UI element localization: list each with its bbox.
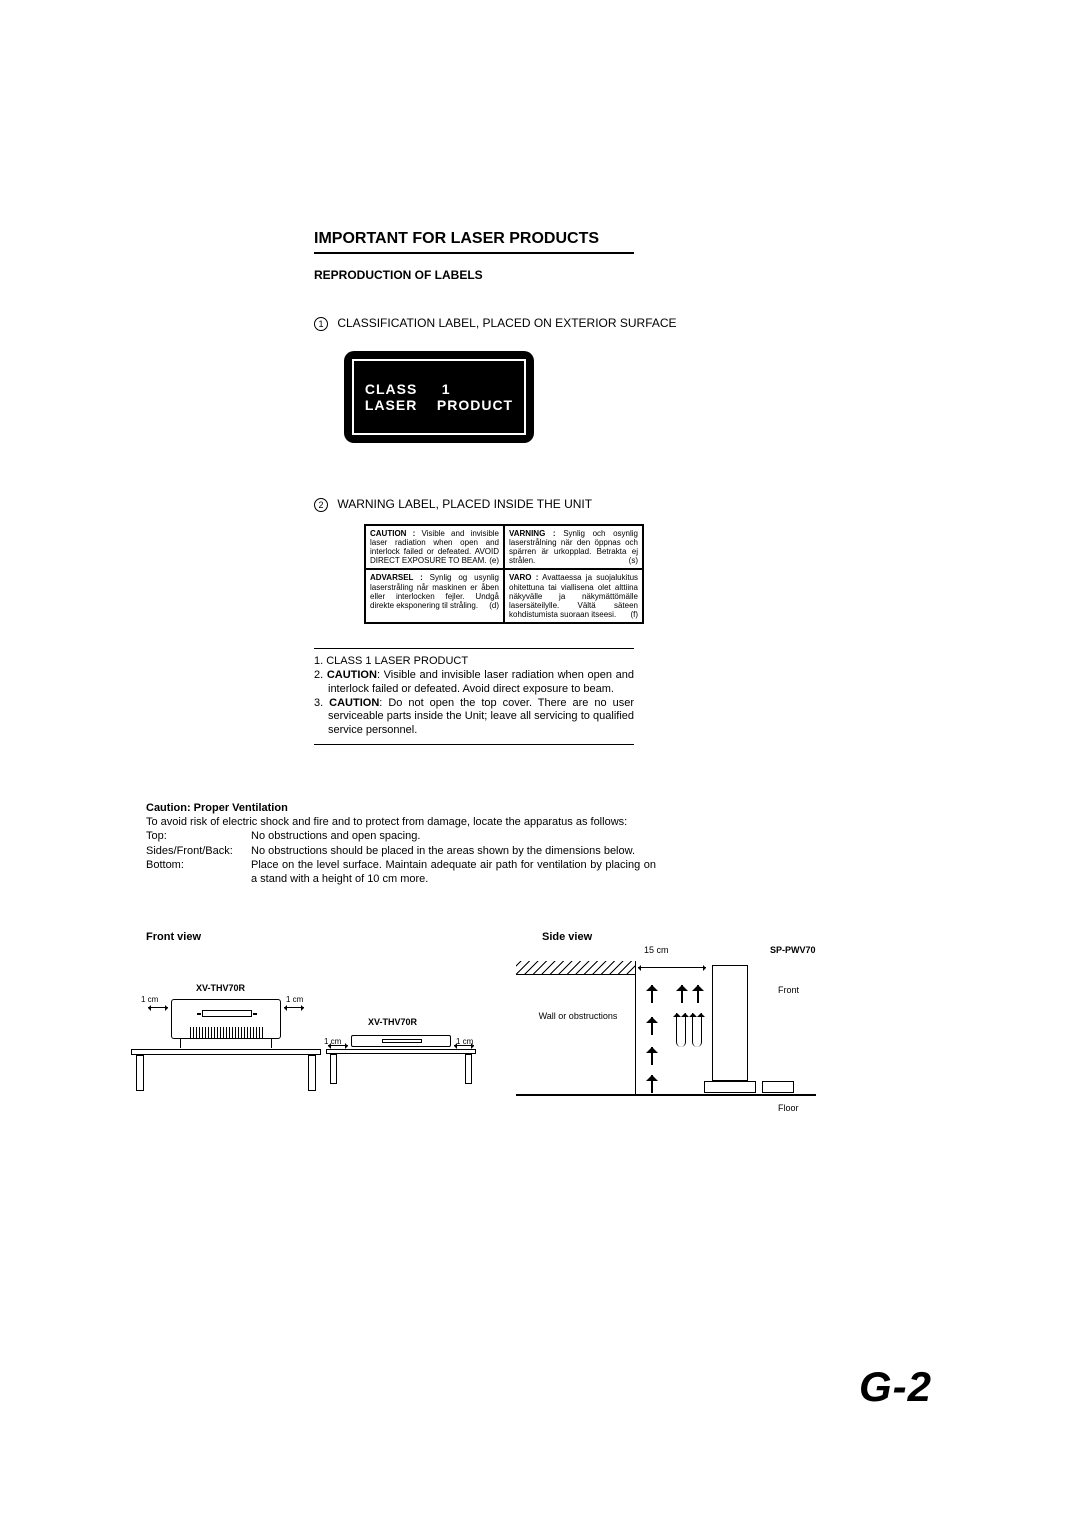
warn-suffix: (f)	[630, 610, 638, 619]
warn-cell-da: ADVARSEL : Synlig og usynlig laserstråli…	[365, 569, 504, 623]
circled-2-icon: 2	[314, 498, 328, 512]
note-num: 3.	[314, 697, 329, 709]
up-arrow-pair-icon	[676, 1013, 686, 1047]
warn-head: VARO :	[509, 573, 538, 582]
circled-1-icon: 1	[314, 317, 328, 331]
vent-title: Caution: Proper Ventilation	[146, 801, 656, 815]
dim-arrow-icon	[638, 967, 706, 968]
warn-suffix: (s)	[629, 556, 638, 565]
table-leg	[330, 1054, 337, 1084]
section-title: IMPORTANT FOR LASER PRODUCTS	[314, 230, 936, 248]
rule	[314, 744, 634, 745]
warn-head: VARNING :	[509, 529, 556, 538]
classification-label: CLASS 1 LASER PRODUCT	[344, 351, 534, 443]
speaker-base	[704, 1081, 756, 1093]
ventilation-block: Caution: Proper Ventilation To avoid ris…	[146, 801, 656, 887]
subtitle: REPRODUCTION OF LABELS	[314, 268, 936, 282]
front-view-label: Front view	[146, 931, 201, 943]
classification-label-inner: CLASS 1 LASER PRODUCT	[352, 359, 526, 435]
unit-diagram	[171, 999, 281, 1039]
vent-key: Bottom:	[146, 858, 251, 887]
figures: Front view Side view XV-THV70R 1 cm 1 cm…	[146, 931, 936, 1141]
front-label: Front	[778, 985, 799, 995]
vent-intro: To avoid risk of electric shock and fire…	[146, 815, 656, 829]
unit-diagram	[351, 1035, 451, 1047]
up-arrow-icon	[646, 1069, 658, 1093]
label-word: 1	[442, 381, 451, 397]
wall-hatch-icon	[516, 961, 636, 975]
up-arrow-pair-icon	[692, 1013, 702, 1047]
speaker-diagram	[712, 965, 748, 1081]
dim-arrow-icon	[148, 1007, 168, 1008]
item-1: 1 CLASSIFICATION LABEL, PLACED ON EXTERI…	[314, 316, 936, 331]
vent-grille-icon	[190, 1027, 264, 1039]
floor-label: Floor	[778, 1103, 799, 1113]
page-number: G-2	[859, 1363, 932, 1411]
dim-1cm: 1 cm	[286, 995, 303, 1004]
note-1: 1. CLASS 1 LASER PRODUCT	[314, 655, 634, 669]
wall-line	[635, 961, 636, 1095]
vent-val: No obstructions and open spacing.	[251, 829, 656, 843]
up-arrow-icon	[646, 1041, 658, 1065]
table-leg	[136, 1055, 144, 1091]
vent-val: No obstructions should be placed in the …	[251, 844, 656, 858]
up-arrow-icon	[646, 1011, 658, 1035]
vent-key: Sides/Front/Back:	[146, 844, 251, 858]
floor-line	[516, 1094, 816, 1096]
dim-arrow-icon	[328, 1045, 348, 1046]
vent-key: Top:	[146, 829, 251, 843]
up-arrow-icon	[692, 979, 704, 1003]
warn-suffix: (e)	[489, 556, 499, 565]
speaker-stand	[762, 1081, 794, 1093]
dim-1cm: 1 cm	[141, 995, 158, 1004]
table-top	[131, 1049, 321, 1055]
note-3: 3. CAUTION: Do not open the top cover. T…	[314, 697, 634, 738]
dim-arrow-icon	[454, 1045, 474, 1046]
rule	[314, 648, 634, 649]
disc-slot-icon	[202, 1010, 252, 1017]
speaker-model-label: SP-PWV70	[770, 945, 816, 955]
label-word: LASER	[365, 397, 417, 413]
note-bold: CAUTION	[329, 697, 379, 709]
item-2: 2 WARNING LABEL, PLACED INSIDE THE UNIT	[314, 497, 936, 512]
disc-slot-icon	[382, 1039, 422, 1043]
notes: 1. CLASS 1 LASER PRODUCT 2. CAUTION: Vis…	[314, 655, 634, 738]
classification-label-text: CLASS 1 LASER PRODUCT	[365, 381, 513, 413]
item-2-text: WARNING LABEL, PLACED INSIDE THE UNIT	[337, 497, 592, 511]
label-word: CLASS	[365, 381, 417, 397]
up-arrow-icon	[676, 979, 688, 1003]
warn-cell-fi: VARO : Avattaessa ja suojalukitus ohitet…	[504, 569, 643, 623]
dim-arrow-icon	[284, 1007, 304, 1008]
side-view: 15 cm Wall or obstructions SP-PWV70 Fron…	[516, 931, 816, 1121]
model-label: XV-THV70R	[196, 983, 245, 993]
table-top	[326, 1049, 476, 1054]
item-1-text: CLASSIFICATION LABEL, PLACED ON EXTERIOR…	[337, 316, 676, 330]
vent-val: Place on the level surface. Maintain ade…	[251, 858, 656, 887]
warn-head: ADVARSEL :	[370, 573, 423, 582]
warning-label-grid: CAUTION : Visible and invisible laser ra…	[364, 524, 644, 625]
note-2: 2. CAUTION: Visible and invisible laser …	[314, 669, 634, 697]
up-arrow-icon	[646, 979, 658, 1003]
warn-head: CAUTION :	[370, 529, 415, 538]
model-label: XV-THV70R	[368, 1017, 417, 1027]
wall-label: Wall or obstructions	[538, 1011, 618, 1021]
warn-suffix: (d)	[489, 601, 499, 610]
table-leg	[308, 1055, 316, 1091]
warn-cell-sv: VARNING : Synlig och osynlig laserstråln…	[504, 525, 643, 570]
note-num: 2.	[314, 669, 327, 681]
note-bold: CAUTION	[327, 669, 377, 681]
dim-15cm: 15 cm	[644, 945, 669, 955]
label-word: PRODUCT	[437, 397, 513, 413]
table-leg	[465, 1054, 472, 1084]
warn-cell-en: CAUTION : Visible and invisible laser ra…	[365, 525, 504, 570]
rule	[314, 252, 634, 254]
